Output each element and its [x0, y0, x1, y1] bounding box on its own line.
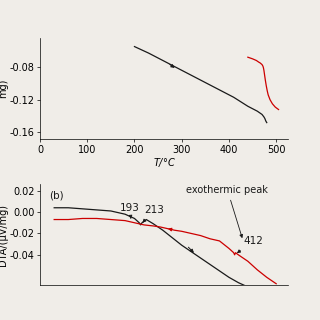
Text: 193: 193: [120, 203, 140, 219]
Y-axis label: DTA/(µV/mg): DTA/(µV/mg): [0, 204, 8, 266]
X-axis label: $T$/°C: $T$/°C: [153, 156, 175, 169]
Text: exothermic peak: exothermic peak: [187, 185, 268, 237]
Text: 412: 412: [237, 236, 263, 252]
Text: 213: 213: [143, 205, 164, 222]
Y-axis label: DTA/(µV/
mg): DTA/(µV/ mg): [0, 68, 8, 110]
Text: (b): (b): [50, 191, 64, 201]
